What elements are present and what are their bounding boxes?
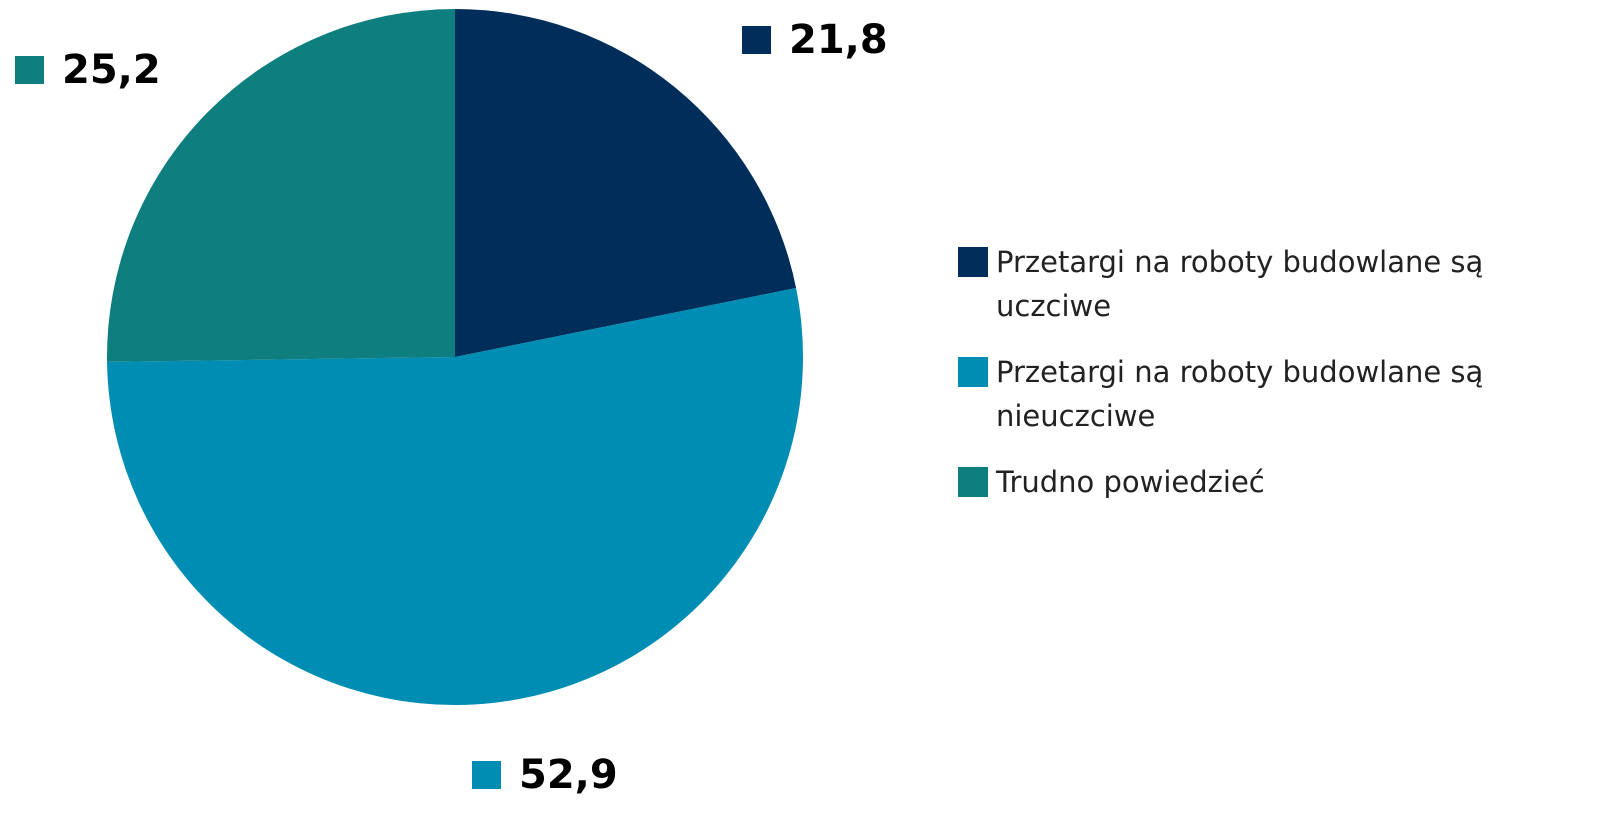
legend-swatch (958, 357, 988, 387)
legend-swatch (958, 467, 988, 497)
pie-slice (107, 9, 455, 362)
pie-slice (107, 287, 803, 705)
legend: Przetargi na roboty budowlane są uczciwe… (958, 240, 1578, 526)
legend-label: Przetargi na roboty budowlane są nieuczc… (996, 355, 1484, 433)
value-label: 52,9 (519, 752, 618, 798)
pie-slice (455, 9, 797, 357)
legend-item: Przetargi na roboty budowlane są nieuczc… (958, 350, 1578, 438)
value-label-swatch (472, 761, 501, 789)
legend-label: Przetargi na roboty budowlane są uczciwe (996, 245, 1484, 323)
legend-item: Przetargi na roboty budowlane są uczciwe (958, 240, 1578, 328)
legend-label: Trudno powiedzieć (996, 465, 1265, 499)
legend-swatch (958, 247, 988, 277)
value-label: 21,8 (789, 17, 888, 63)
value-label-swatch (15, 56, 44, 84)
value-label-swatch (742, 26, 771, 54)
value-label: 25,2 (62, 47, 161, 93)
legend-item: Trudno powiedzieć (958, 460, 1578, 504)
